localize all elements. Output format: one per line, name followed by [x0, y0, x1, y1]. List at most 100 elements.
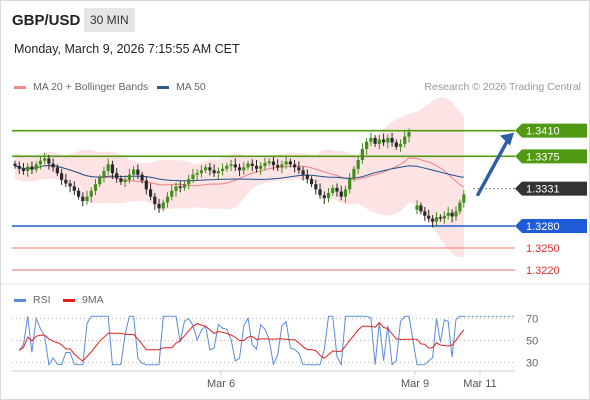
legend-ma20-label: MA 20 + Bollinger Bands — [33, 81, 149, 93]
rsi-tick-70: 70 — [526, 314, 538, 326]
candle-body — [343, 189, 348, 197]
candle-body — [165, 196, 170, 203]
candle-body — [170, 190, 174, 197]
candle-body — [377, 139, 381, 144]
ma50-line — [14, 164, 464, 182]
legend-rsi: RSI — [14, 294, 51, 306]
candle-body — [442, 215, 446, 219]
candle-body — [390, 138, 394, 143]
candle-body — [373, 138, 377, 144]
candle-body — [187, 179, 191, 185]
rsi-line — [18, 315, 464, 367]
candle-body — [195, 173, 199, 175]
level-label-1.3250: 1.3250 — [526, 243, 560, 255]
candle-body — [233, 164, 237, 168]
candle-body — [148, 189, 153, 197]
candle-body — [64, 179, 68, 184]
candle-body — [85, 196, 89, 202]
candle-body — [93, 184, 98, 191]
candle-body — [314, 184, 318, 190]
candle-body — [450, 212, 454, 217]
candle-body — [259, 165, 263, 169]
candle-body — [423, 211, 427, 216]
forecast-arrow-shaft — [476, 137, 510, 197]
candle-body — [204, 167, 208, 171]
candle-body — [276, 165, 280, 168]
candle-body — [220, 168, 225, 171]
candle-body — [106, 164, 110, 171]
candle-body — [51, 163, 55, 168]
candle-body — [26, 166, 30, 171]
candle-body — [21, 168, 26, 171]
level-label-1.3220: 1.3220 — [526, 265, 560, 277]
candle-body — [47, 158, 51, 164]
candle-body — [102, 171, 106, 178]
candle-body — [157, 204, 161, 209]
candle-body — [386, 138, 390, 143]
legend-ma50-label: MA 50 — [176, 81, 206, 93]
candle-body — [34, 164, 38, 170]
candle-body — [38, 160, 43, 165]
candle-body — [267, 161, 271, 163]
candle-body — [438, 217, 442, 219]
candle-body — [394, 142, 398, 147]
candle-body — [322, 195, 326, 199]
current-price-tag — [515, 181, 587, 196]
instrument-title: GBP/USD — [12, 12, 81, 29]
legend-rsi-label: RSI — [33, 294, 51, 306]
candle-body — [271, 161, 276, 166]
candle-body — [403, 136, 407, 144]
candle-body — [360, 149, 364, 160]
candle-body — [13, 163, 17, 166]
candle-body — [178, 186, 182, 188]
candle-body — [55, 167, 59, 174]
level-tag-1.3280 — [515, 219, 587, 233]
candle-body — [369, 138, 373, 142]
candle-body — [17, 165, 21, 169]
candle-body — [132, 169, 136, 175]
candle-body — [127, 174, 131, 180]
interval-badge[interactable]: 30 MIN — [84, 8, 135, 32]
candle-body — [305, 174, 309, 180]
candle-body — [352, 168, 356, 179]
credit-text: Research © 2026 Trading Central — [424, 81, 581, 93]
candle-body — [263, 162, 267, 166]
candle-body — [427, 215, 431, 219]
level-label-1.3410: 1.3410 — [526, 126, 560, 138]
legend-9ma-swatch — [63, 298, 75, 302]
candle-body — [335, 187, 339, 192]
candle-body — [43, 158, 47, 161]
bollinger-band — [15, 97, 464, 258]
candle-body — [365, 141, 369, 149]
level-tag-1.3375 — [515, 149, 587, 164]
candle-body — [446, 212, 450, 216]
timestamp: Monday, March 9, 2026 7:15:55 AM CET — [14, 42, 240, 56]
candle-body — [339, 191, 343, 197]
candle-body — [288, 161, 292, 165]
candle-body — [225, 165, 229, 169]
time-label-Mar-11: Mar 11 — [463, 378, 496, 390]
candle-body — [216, 171, 220, 174]
candle-body — [381, 139, 386, 143]
candle-body — [431, 218, 435, 222]
legend-ma50: MA 50 — [157, 81, 206, 93]
candle-body — [140, 174, 144, 181]
candle-body — [280, 164, 284, 168]
legend-9ma: 9MA — [63, 294, 104, 306]
candle-body — [89, 190, 93, 197]
candle-body — [284, 161, 288, 165]
candle-body — [331, 187, 335, 193]
rsi-tick-50: 50 — [526, 336, 538, 348]
candle-body — [356, 160, 360, 169]
candle-body — [293, 164, 297, 168]
rsi-tick-30: 30 — [526, 358, 538, 370]
legend-ma20: MA 20 + Bollinger Bands — [14, 81, 148, 93]
candle-body — [72, 186, 76, 191]
current-price-label: 1.3331 — [526, 184, 560, 196]
level-label-1.3375: 1.3375 — [526, 151, 560, 163]
candles — [13, 128, 466, 228]
level-tag-1.3410 — [515, 123, 587, 138]
legend-rsi-swatch — [14, 298, 26, 302]
